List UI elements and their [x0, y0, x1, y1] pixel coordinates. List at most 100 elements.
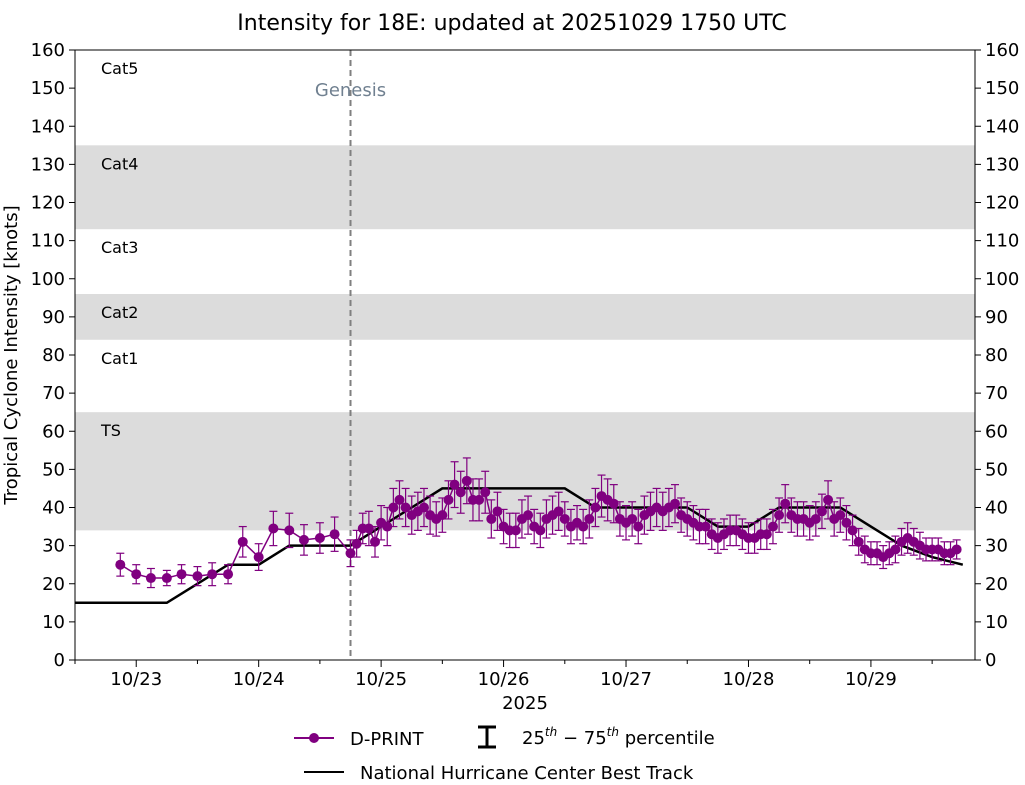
y-tick-label-right: 100	[985, 269, 1019, 290]
x-tick-label: 10/29	[845, 669, 897, 690]
dprint-point	[553, 506, 564, 517]
y-tick-label: 130	[31, 154, 65, 175]
dprint-point	[700, 521, 711, 532]
band-label-cat2: Cat2	[101, 303, 138, 322]
x-tick-label: 10/28	[723, 669, 775, 690]
band-cat2	[75, 294, 975, 340]
dprint-point	[345, 548, 356, 559]
dprint-point	[608, 498, 619, 509]
y-tick-label: 100	[31, 269, 65, 290]
dprint-point	[176, 569, 187, 580]
category-bands: TS Cat1 Cat2 Cat3 Cat4 Cat5 Genesis	[75, 50, 975, 660]
x-tick-label: 10/23	[110, 669, 162, 690]
dprint-point	[578, 521, 589, 532]
dprint-point	[298, 534, 309, 545]
band-label-cat1: Cat1	[101, 349, 138, 368]
data-series	[75, 457, 964, 605]
dprint-point	[115, 559, 126, 570]
dprint-point	[486, 513, 497, 524]
dprint-point	[253, 552, 264, 563]
y-tick-label: 50	[42, 459, 65, 480]
dprint-point	[400, 502, 411, 513]
chart-title: Intensity for 18E: updated at 20251029 1…	[237, 11, 786, 36]
dprint-point	[835, 510, 846, 521]
dprint-point	[363, 523, 374, 534]
y-tick-label-right: 150	[985, 78, 1019, 99]
dprint-point	[145, 573, 156, 584]
y-tick-label: 110	[31, 231, 65, 252]
dprint-point	[394, 494, 405, 505]
y-tick-label: 0	[54, 650, 65, 671]
dprint-point	[761, 529, 772, 540]
dprint-point	[890, 544, 901, 555]
x-tick-label: 10/26	[478, 669, 530, 690]
x-tick-label: 10/24	[233, 669, 285, 690]
dprint-point	[474, 494, 485, 505]
y-tick-label-right: 60	[985, 421, 1008, 442]
y-tick-label: 150	[31, 78, 65, 99]
legend-best-track-label: National Hurricane Center Best Track	[360, 763, 694, 784]
dprint-point	[951, 544, 962, 555]
band-cat4	[75, 145, 975, 230]
dprint-point	[314, 533, 325, 543]
dprint-point	[510, 525, 521, 536]
dprint-point	[823, 494, 834, 505]
dprint-point	[237, 536, 248, 547]
dprint-point	[559, 513, 570, 524]
x-tick-label: 10/27	[600, 669, 652, 690]
dprint-point	[418, 502, 429, 513]
y-tick-label-right: 10	[985, 612, 1008, 633]
y-tick-label-right: 0	[985, 650, 996, 671]
dprint-point	[207, 569, 218, 580]
band-label-cat5: Cat5	[101, 59, 138, 78]
dprint-point	[480, 487, 491, 498]
y-tick-label: 40	[42, 498, 65, 519]
dprint-point	[161, 573, 172, 584]
dprint-point	[774, 510, 785, 521]
dprint-point	[370, 536, 380, 547]
y-tick-label: 70	[42, 383, 65, 404]
legend-dprint-label: D-PRINT	[350, 729, 424, 750]
dprint-point	[853, 536, 864, 547]
y-tick-label-right: 140	[985, 116, 1019, 137]
dprint-point	[223, 569, 234, 580]
dprint-point	[523, 510, 534, 521]
y-axis-label: Tropical Cyclone Intensity [knots]	[1, 205, 22, 505]
dprint-point	[584, 513, 595, 524]
dprint-point	[329, 529, 340, 540]
dprint-point	[633, 521, 644, 532]
dprint-point	[455, 487, 466, 498]
dprint-point	[492, 506, 503, 517]
y-tick-label-right: 30	[985, 536, 1008, 557]
axes: 0 0 10 10 20 20 30 30 40 40 50 50 60 60 70 70 80 80 90 90 10…	[31, 40, 1020, 690]
plot-frame	[74, 49, 976, 661]
dprint-point	[535, 525, 546, 536]
y-tick-label: 60	[42, 421, 65, 442]
dprint-point	[351, 538, 362, 549]
y-tick-label: 10	[42, 612, 65, 633]
y-tick-label-right: 40	[985, 498, 1008, 519]
dprint-point	[816, 506, 827, 517]
y-tick-label: 80	[42, 345, 65, 366]
dprint-point	[268, 523, 279, 534]
dprint-point	[670, 498, 680, 509]
y-tick-label-right: 50	[985, 459, 1008, 480]
dprint-point	[443, 494, 454, 505]
x-tick-label: 10/25	[355, 669, 407, 690]
dprint-point	[449, 479, 460, 490]
y-tick-label-right: 160	[985, 40, 1019, 61]
legend: D-PRINT 25th − 75th percentile National …	[294, 725, 715, 784]
dprint-point	[437, 510, 448, 521]
y-tick-label-right: 90	[985, 307, 1008, 328]
x-axis-label: 2025	[502, 693, 548, 714]
y-tick-label-right: 80	[985, 345, 1008, 366]
dprint-point	[131, 569, 142, 580]
dprint-point	[382, 521, 393, 532]
y-tick-label: 90	[42, 307, 65, 328]
dprint-point	[841, 517, 852, 528]
y-tick-label: 30	[42, 536, 65, 557]
dprint-point	[810, 513, 821, 524]
genesis-label: Genesis	[315, 80, 386, 101]
dprint-point	[847, 525, 858, 536]
y-tick-label-right: 120	[985, 193, 1019, 214]
